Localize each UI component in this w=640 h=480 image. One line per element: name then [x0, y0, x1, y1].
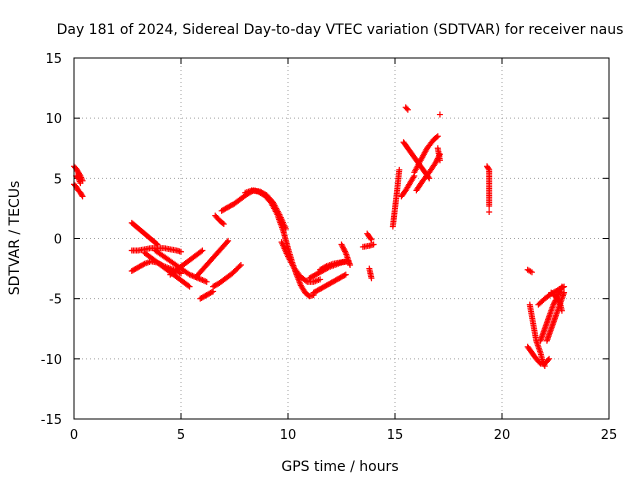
series-track-17 [310, 271, 349, 296]
series-track-18 [317, 258, 349, 273]
data-point [198, 248, 205, 255]
series-track-20 [359, 241, 377, 250]
data-point [224, 239, 231, 246]
plot-frame [73, 57, 610, 420]
data-point [404, 106, 411, 113]
data-points [71, 104, 568, 370]
data-point [528, 269, 535, 276]
data-point [434, 133, 441, 140]
data-point [225, 237, 232, 244]
data-point [342, 271, 349, 278]
series-track-26 [411, 133, 441, 176]
data-point [79, 193, 86, 200]
data-point [546, 355, 553, 362]
data-point [545, 357, 552, 364]
data-point [317, 276, 324, 283]
data-point [178, 248, 184, 255]
data-point [237, 261, 244, 268]
data-point [486, 203, 493, 210]
data-point [341, 272, 348, 279]
series-track-30 [434, 145, 443, 164]
series-track-13 [212, 212, 227, 228]
y-tick-label-0: -15 [41, 413, 62, 428]
data-point [403, 105, 410, 112]
axis-ticks: 0 5 10 15 20 25 -15 -10 -5 0 5 10 15 [41, 52, 618, 443]
data-point [203, 278, 210, 285]
data-point [78, 192, 85, 199]
series-track-32 [486, 209, 493, 216]
data-point [396, 166, 403, 173]
x-tick-label-5: 25 [601, 428, 618, 443]
data-point [185, 282, 192, 289]
series-track-24 [398, 172, 418, 200]
series-track-8 [167, 247, 206, 278]
data-point [486, 209, 493, 216]
series-track-11 [210, 261, 244, 290]
data-point [558, 307, 565, 314]
data-point [436, 111, 443, 118]
x-tick-label-0: 0 [70, 428, 78, 443]
series-track-39 [548, 289, 565, 314]
series-track-22 [366, 265, 375, 282]
x-tick-label-2: 10 [280, 428, 297, 443]
data-point [186, 283, 193, 290]
x-tick-label-4: 20 [494, 428, 511, 443]
data-point [77, 180, 84, 187]
series-track-34 [526, 301, 548, 370]
series-track-35 [524, 343, 553, 367]
x-tick-label-3: 15 [387, 428, 404, 443]
data-point [368, 236, 375, 243]
series-track-33 [524, 266, 535, 276]
chart-title: Day 181 of 2024, Sidereal Day-to-day VTE… [57, 22, 624, 38]
data-point [236, 263, 243, 270]
y-axis-label: SDTVAR / TECUs [7, 181, 23, 296]
y-tick-label-5: 10 [45, 112, 62, 127]
data-point [302, 277, 309, 284]
series-track-15 [278, 239, 324, 285]
data-point [561, 289, 568, 296]
data-point [140, 261, 147, 268]
y-tick-label-3: 0 [54, 233, 62, 248]
data-point [322, 263, 329, 270]
x-tick-label-1: 5 [177, 428, 185, 443]
series-track-10 [197, 288, 217, 302]
data-point [368, 275, 375, 282]
data-point [199, 247, 206, 254]
y-tick-label-1: -10 [41, 353, 62, 368]
series-track-21 [364, 230, 375, 243]
data-point [485, 165, 492, 172]
series-track-19 [338, 241, 354, 268]
series-track-9 [192, 237, 232, 281]
data-point [433, 134, 440, 141]
data-point [220, 221, 227, 228]
data-point [559, 284, 566, 291]
series-track-3 [128, 219, 161, 248]
series-track-23 [389, 166, 403, 230]
y-tick-label-2: -5 [49, 293, 62, 308]
series-track-12 [218, 187, 289, 232]
series-track-31 [484, 163, 493, 210]
y-tick-label-4: 5 [54, 172, 62, 187]
series-track-29 [436, 111, 443, 118]
series-track-1 [71, 181, 86, 200]
data-point [561, 283, 568, 290]
data-point [367, 235, 374, 242]
grid-lines [74, 58, 609, 419]
y-tick-label-6: 15 [45, 52, 62, 67]
data-point [208, 289, 215, 296]
data-point [370, 241, 377, 248]
data-point [555, 298, 562, 305]
x-axis-label: GPS time / hours [281, 459, 398, 475]
series-track-2 [73, 172, 84, 187]
data-point [436, 157, 443, 164]
series-track-6 [141, 249, 193, 290]
series-track-4 [128, 245, 184, 255]
series-track-28 [402, 104, 411, 113]
data-point [219, 220, 226, 227]
data-point [347, 261, 354, 268]
